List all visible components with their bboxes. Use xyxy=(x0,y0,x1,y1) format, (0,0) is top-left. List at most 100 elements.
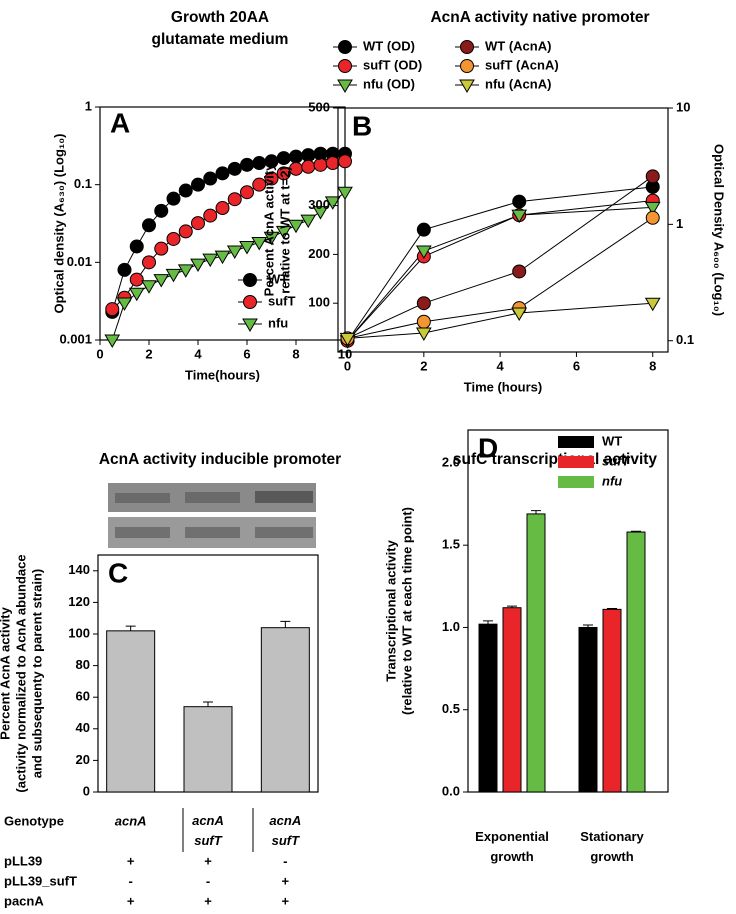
plasmid-mark: + xyxy=(282,873,290,888)
panel-label: C xyxy=(108,557,128,588)
marker xyxy=(288,219,304,234)
x-tick-label: 2 xyxy=(145,346,152,361)
error-bar xyxy=(607,608,617,610)
marker xyxy=(227,161,242,176)
legend-label: nfu (OD) xyxy=(363,76,415,91)
y-tick-label: 0.001 xyxy=(59,331,92,346)
chart-title: Growth 20AA xyxy=(171,9,269,26)
y-axis-label: Transcriptional activity xyxy=(383,539,398,681)
marker xyxy=(416,296,431,311)
bar xyxy=(260,627,310,793)
marker xyxy=(511,209,528,224)
legend-swatch xyxy=(558,436,594,448)
y-tick-label: 1 xyxy=(85,98,92,113)
marker xyxy=(339,332,356,347)
chart-title: glutamate medium xyxy=(152,31,289,48)
bar xyxy=(502,607,522,793)
marker xyxy=(511,307,528,321)
marker xyxy=(276,166,291,181)
x-tick-label: 2 xyxy=(420,358,427,373)
marker xyxy=(338,59,352,73)
y-axis-label: (activity normalized to AcnA abundace xyxy=(13,554,28,792)
series-line xyxy=(347,186,653,342)
marker xyxy=(214,250,231,265)
marker xyxy=(104,334,121,348)
y-axis-label: Optical density (A₆₃₀) (Log₁₀) xyxy=(51,134,66,314)
x-tick-line: Stationary xyxy=(580,829,644,844)
legend-label: nfu xyxy=(268,315,288,330)
plot-frame xyxy=(337,107,669,353)
marker xyxy=(203,171,218,186)
error-bar xyxy=(280,620,291,628)
marker xyxy=(337,79,353,93)
plasmid-mark: + xyxy=(204,853,212,868)
marker xyxy=(154,203,169,218)
x-tick-label: 0 xyxy=(344,358,351,373)
chart-title: AcnA activity native promoter xyxy=(430,9,649,26)
marker xyxy=(243,295,257,309)
marker xyxy=(312,206,329,220)
y-tick-label: 60 xyxy=(76,689,90,704)
marker xyxy=(338,154,352,169)
marker xyxy=(289,149,303,164)
y-tick-label: 80 xyxy=(76,657,90,672)
y-tick-label: 0.5 xyxy=(442,701,460,716)
marker xyxy=(240,157,254,172)
y-tick-label: 300 xyxy=(308,197,330,212)
legend-label: WT (OD) xyxy=(363,38,415,53)
y-tick-label: 0.1 xyxy=(74,176,92,191)
legend-label: sufT xyxy=(268,293,296,308)
error-bar xyxy=(125,625,136,631)
y2-axis-label: Optical Density A₆₀₀ (Log₁₀) xyxy=(712,144,727,316)
plot-frame xyxy=(467,429,669,793)
x-tick-label: 8 xyxy=(292,346,299,361)
marker xyxy=(416,222,431,237)
marker xyxy=(116,297,133,311)
y-tick-label: 100 xyxy=(68,625,90,640)
marker xyxy=(415,327,432,341)
marker xyxy=(460,59,474,73)
marker xyxy=(252,177,267,192)
y-axis-label: (relative to WT at each time point) xyxy=(399,507,414,715)
plasmid-name: pLL39 xyxy=(4,853,42,868)
error-bar xyxy=(531,510,541,514)
panel-label: B xyxy=(352,110,372,141)
genotype: acnA sufT xyxy=(269,813,301,848)
marker xyxy=(264,171,279,186)
legend-label: sufT xyxy=(602,453,631,468)
error-bar xyxy=(203,701,213,707)
marker xyxy=(191,177,205,192)
y-tick-label: 1.0 xyxy=(442,619,460,634)
legend-label: WT xyxy=(602,433,622,448)
marker xyxy=(227,192,242,207)
x-tick-label: Stationary growth xyxy=(580,829,644,864)
legend-label: WT xyxy=(268,271,288,286)
y-tick-label: 40 xyxy=(76,720,90,735)
bar xyxy=(526,513,546,793)
marker xyxy=(142,218,156,233)
y-tick-label: 400 xyxy=(308,148,330,163)
genotype: acnA xyxy=(115,813,147,828)
marker xyxy=(128,287,145,302)
x-tick-line: growth xyxy=(590,849,633,864)
marker xyxy=(300,214,317,229)
y-tick-label: 0.0 xyxy=(442,783,460,798)
marker xyxy=(512,194,527,209)
genotype-line: acnA xyxy=(269,813,301,828)
y-tick-label: 0 xyxy=(83,783,90,798)
y-axis-label: relative to WT at t=2) xyxy=(277,166,292,294)
series-line xyxy=(347,302,653,339)
plasmid-mark: + xyxy=(204,893,212,908)
x-tick-label: 6 xyxy=(573,358,580,373)
marker xyxy=(239,240,255,255)
marker xyxy=(240,185,254,200)
marker xyxy=(416,314,431,329)
legend-label: sufT (AcnA) xyxy=(485,57,559,72)
bar xyxy=(602,608,622,793)
marker xyxy=(215,201,230,216)
bar xyxy=(478,623,498,793)
legend-label: sufT (OD) xyxy=(363,57,422,72)
chart-title: sufC transcriptional activity xyxy=(453,451,658,468)
legend-label: nfu xyxy=(602,473,622,488)
